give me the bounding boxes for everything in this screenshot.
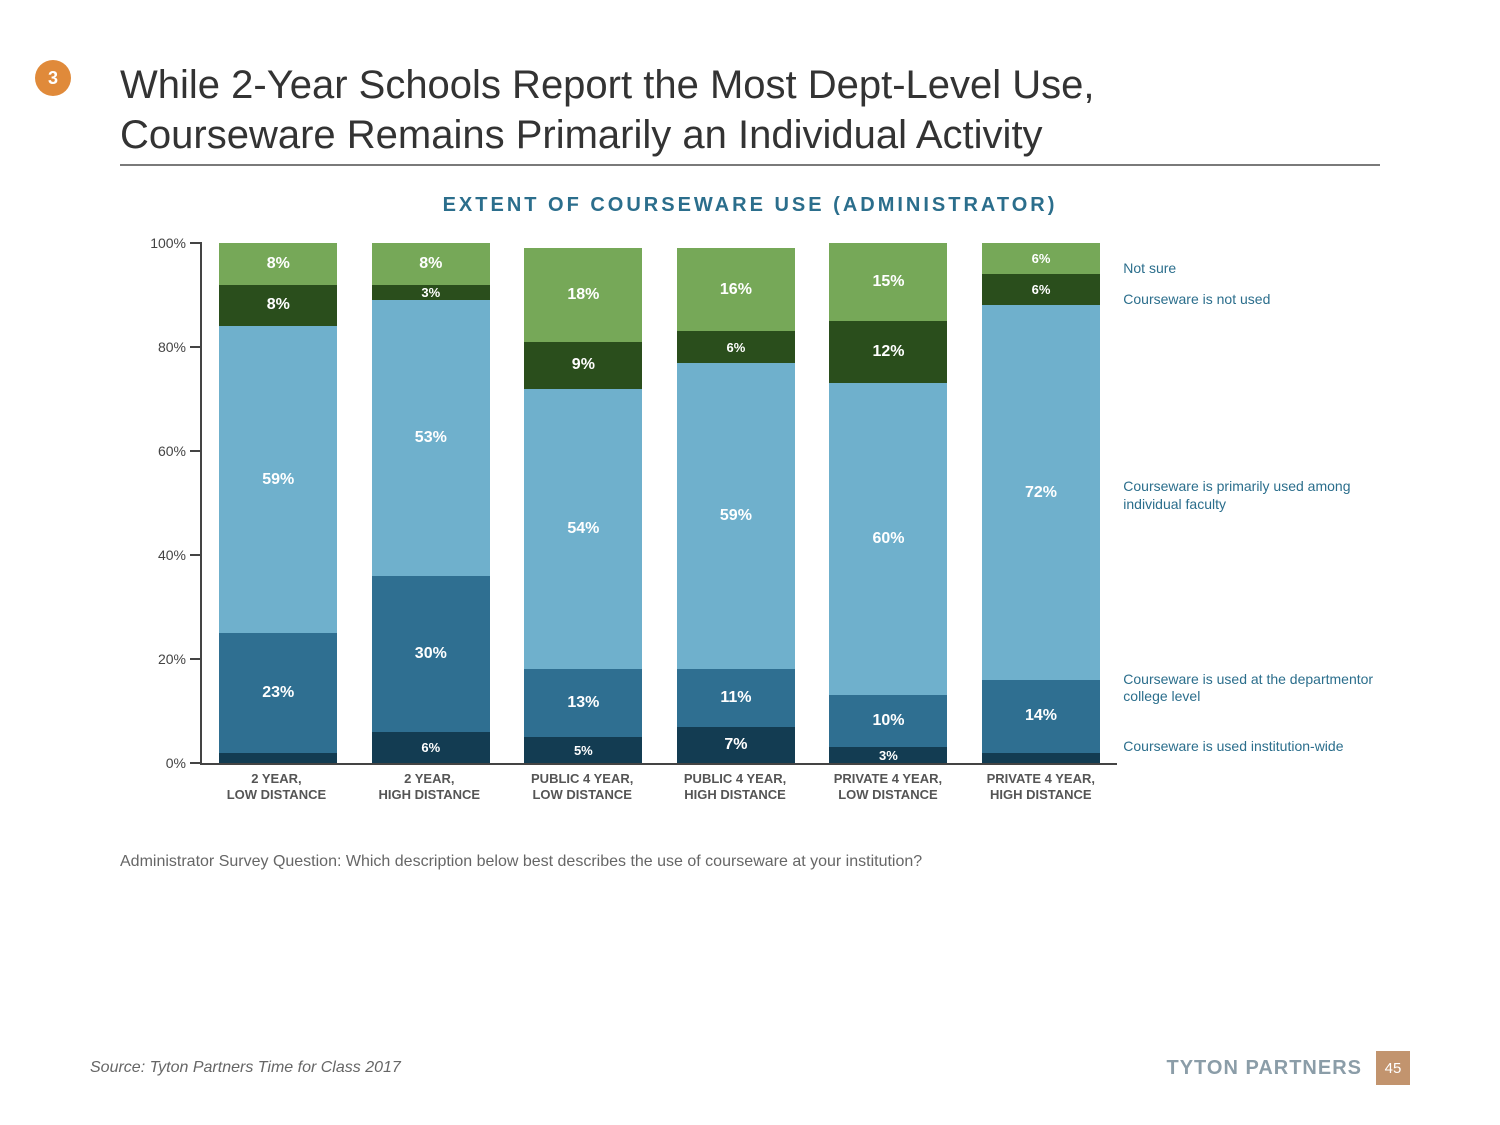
y-axis-label: 80%: [158, 339, 186, 355]
stacked-bar: 16%6%59%11%7%: [677, 248, 795, 763]
brand-name: TYTON PARTNERS: [1167, 1057, 1363, 1080]
x-axis-label: PRIVATE 4 YEAR, LOW DISTANCE: [823, 763, 953, 813]
footer: Source: Tyton Partners Time for Class 20…: [90, 1051, 1410, 1085]
bar-segment-not_sure: 15%: [829, 243, 947, 321]
bar-segment-not_used: 8%: [219, 285, 337, 327]
x-axis-label: PUBLIC 4 YEAR, HIGH DISTANCE: [670, 763, 800, 813]
stacked-bar: 6%6%72%14%: [982, 243, 1100, 763]
y-axis-label: 100%: [150, 235, 186, 251]
bar-segment-dept_level: 30%: [372, 576, 490, 732]
y-axis-tick: [190, 554, 202, 556]
bar-column: 16%6%59%11%7%: [677, 248, 795, 763]
bar-segment-not_sure: 8%: [372, 243, 490, 285]
x-axis-label: PUBLIC 4 YEAR, LOW DISTANCE: [517, 763, 647, 813]
y-axis-tick: [190, 346, 202, 348]
bar-segment-not_used: 3%: [372, 285, 490, 301]
bar-column: 6%6%72%14%: [982, 243, 1100, 763]
bar-segment-not_sure: 18%: [524, 248, 642, 342]
bar-segment-inst_wide: [219, 753, 337, 763]
bar-segment-inst_wide: 5%: [524, 737, 642, 763]
chart-plot: 8%8%59%23%8%3%53%30%6%18%9%54%13%5%16%6%…: [200, 243, 1117, 765]
bar-segment-dept_level: 11%: [677, 669, 795, 726]
chart-title: EXTENT OF COURSEWARE USE (ADMINISTRATOR): [120, 194, 1380, 217]
bar-segment-dept_level: 23%: [219, 633, 337, 753]
stacked-bar: 8%3%53%30%6%: [372, 243, 490, 763]
bar-column: 8%3%53%30%6%: [372, 243, 490, 763]
bar-segment-not_used: 9%: [524, 342, 642, 389]
bar-column: 8%8%59%23%: [219, 243, 337, 763]
bar-segment-dept_level: 14%: [982, 680, 1100, 753]
bar-segment-inst_wide: [982, 753, 1100, 763]
bar-column: 18%9%54%13%5%: [524, 248, 642, 763]
bar-segment-not_sure: 6%: [982, 243, 1100, 274]
bar-column: 15%12%60%10%3%: [829, 243, 947, 763]
title-line-1: While 2-Year Schools Report the Most Dep…: [120, 63, 1095, 107]
legend-item-not_used: Courseware is not used: [1123, 291, 1380, 309]
bar-segment-indiv_fac: 59%: [677, 363, 795, 670]
bar-segment-inst_wide: 6%: [372, 732, 490, 763]
page-title: While 2-Year Schools Report the Most Dep…: [120, 60, 1380, 160]
x-axis-label: PRIVATE 4 YEAR, HIGH DISTANCE: [976, 763, 1106, 813]
bar-segment-indiv_fac: 53%: [372, 300, 490, 576]
chart-legend: Not sure Courseware is not used Courseware…: [1117, 243, 1380, 763]
legend-item-dept_level: Courseware is used at the departmentor c…: [1123, 671, 1380, 706]
title-line-2: Courseware Remains Primarily an Individu…: [120, 113, 1043, 157]
bar-segment-not_sure: 16%: [677, 248, 795, 331]
bar-segment-not_used: 12%: [829, 321, 947, 383]
legend-item-indiv_fac: Courseware is primarily used among indiv…: [1123, 478, 1380, 513]
bar-segment-dept_level: 13%: [524, 669, 642, 737]
x-axis-label: 2 YEAR, HIGH DISTANCE: [364, 763, 494, 813]
bar-segment-indiv_fac: 72%: [982, 305, 1100, 679]
page-number: 45: [1376, 1051, 1410, 1085]
y-axis-tick: [190, 658, 202, 660]
stacked-bar: 8%8%59%23%: [219, 243, 337, 763]
y-axis-label: 20%: [158, 651, 186, 667]
chart-area: 8%8%59%23%8%3%53%30%6%18%9%54%13%5%16%6%…: [120, 243, 1117, 813]
stacked-bar: 15%12%60%10%3%: [829, 243, 947, 763]
x-axis-labels: 2 YEAR, LOW DISTANCE 2 YEAR, HIGH DISTANC…: [200, 763, 1117, 813]
y-axis-tick: [190, 242, 202, 244]
bar-segment-inst_wide: 7%: [677, 727, 795, 763]
title-underline: [120, 164, 1380, 166]
bars-row: 8%8%59%23%8%3%53%30%6%18%9%54%13%5%16%6%…: [202, 243, 1117, 763]
survey-question: Administrator Survey Question: Which des…: [120, 853, 1380, 871]
source-text: Source: Tyton Partners Time for Class 20…: [90, 1059, 401, 1077]
bar-segment-inst_wide: 3%: [829, 747, 947, 763]
brand-block: TYTON PARTNERS 45: [1167, 1051, 1411, 1085]
y-axis-label: 60%: [158, 443, 186, 459]
chart-wrap: 8%8%59%23%8%3%53%30%6%18%9%54%13%5%16%6%…: [120, 243, 1380, 813]
slide: 3 While 2-Year Schools Report the Most D…: [0, 0, 1500, 1125]
bar-segment-indiv_fac: 59%: [219, 326, 337, 633]
x-axis-label: 2 YEAR, LOW DISTANCE: [211, 763, 341, 813]
y-axis-tick: [190, 450, 202, 452]
legend-item-not_sure: Not sure: [1123, 260, 1380, 278]
bar-segment-not_sure: 8%: [219, 243, 337, 285]
y-axis-label: 0%: [166, 755, 186, 771]
bar-segment-dept_level: 10%: [829, 695, 947, 747]
bar-segment-indiv_fac: 60%: [829, 383, 947, 695]
bar-segment-not_used: 6%: [982, 274, 1100, 305]
y-axis-label: 40%: [158, 547, 186, 563]
section-badge: 3: [35, 60, 71, 96]
bar-segment-not_used: 6%: [677, 331, 795, 362]
stacked-bar: 18%9%54%13%5%: [524, 248, 642, 763]
section-badge-number: 3: [48, 68, 58, 89]
legend-item-inst_wide: Courseware is used institution-wide: [1123, 738, 1380, 756]
bar-segment-indiv_fac: 54%: [524, 389, 642, 670]
